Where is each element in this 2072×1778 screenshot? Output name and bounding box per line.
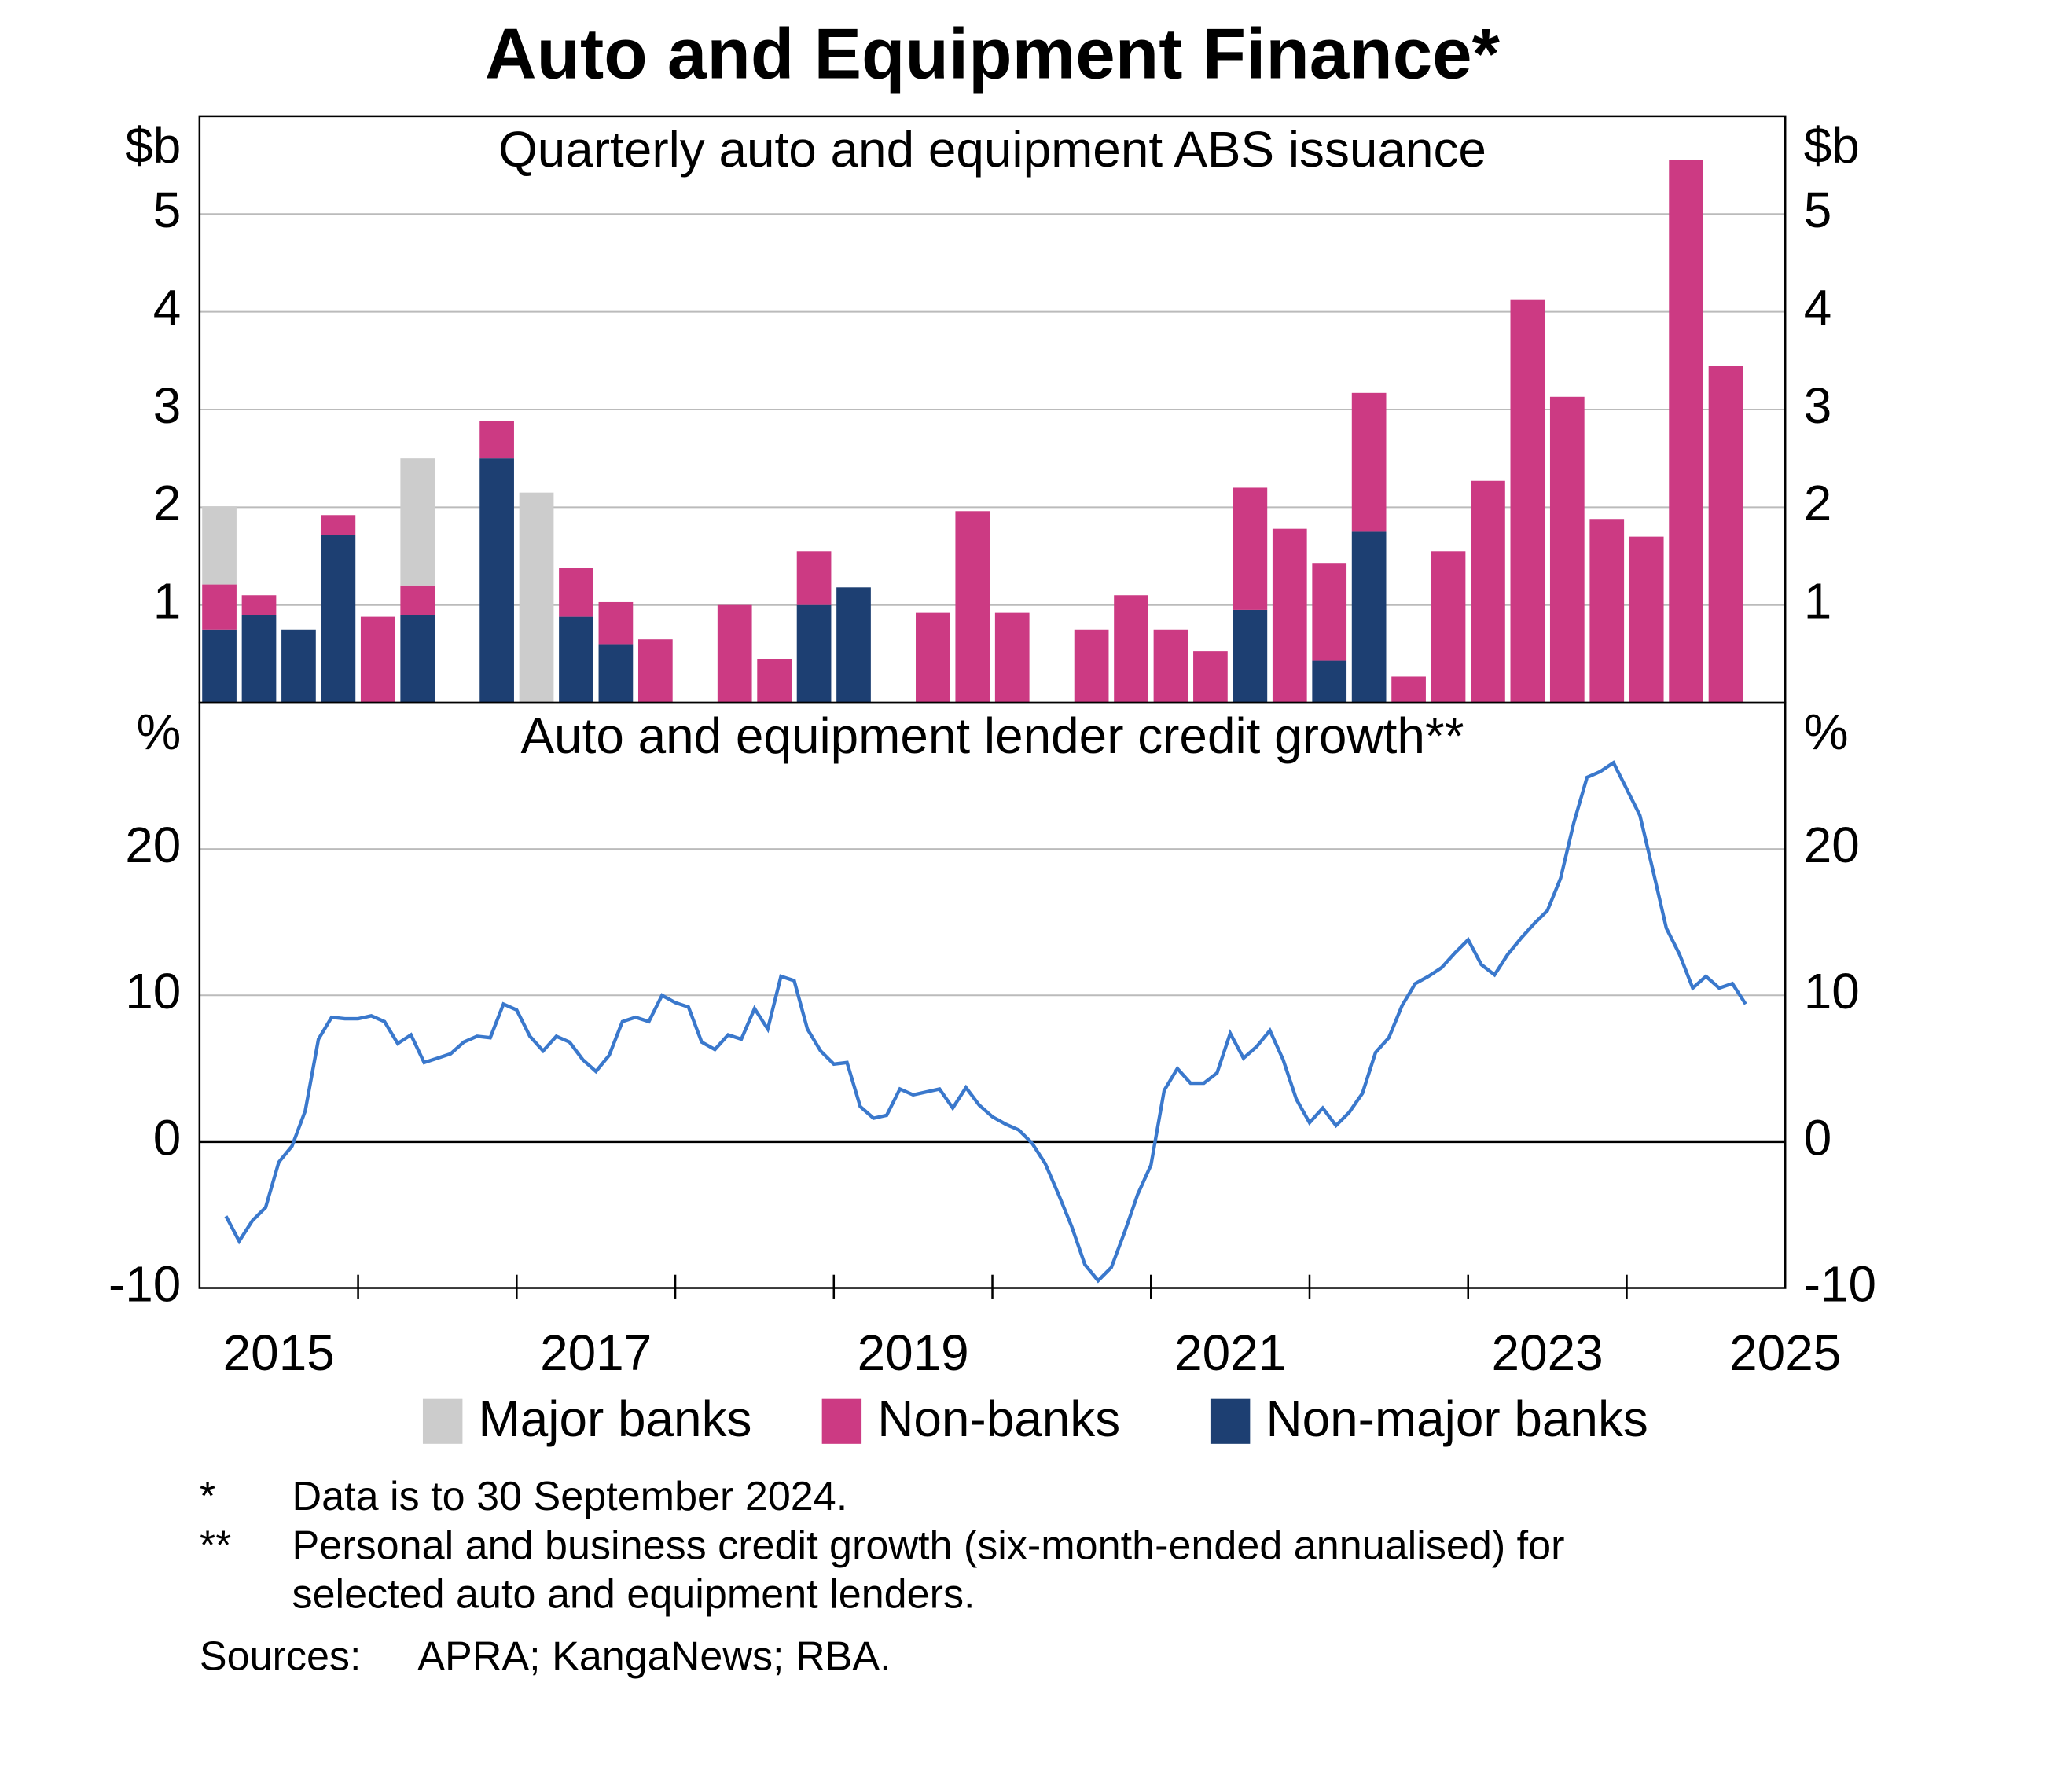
legend-swatch (821, 1398, 862, 1444)
panel-subtitle: Auto and equipment lender credit growth*… (520, 707, 1464, 764)
bar-segment (1391, 676, 1426, 703)
bar-segment (241, 595, 277, 615)
y-tick-label: 2 (153, 475, 182, 531)
bar-segment (241, 615, 277, 703)
panel-subtitle: Quarterly auto and equipment ABS issuanc… (498, 121, 1486, 178)
bar-segment (202, 629, 237, 703)
panel-frame (198, 701, 1787, 1289)
legend-swatch (422, 1398, 463, 1444)
x-tick-label: 2015 (223, 1324, 335, 1381)
bar-segment (559, 616, 593, 703)
bar-segment (479, 458, 514, 703)
bar-segment (559, 568, 593, 617)
bar-segment (1431, 551, 1466, 703)
bar-segment (836, 587, 871, 703)
y2-tick-label: 3 (1804, 377, 1832, 434)
bar-segment (1589, 519, 1625, 703)
y-tick-label: 4 (153, 279, 182, 336)
bar-segment (1669, 160, 1703, 703)
bar-segment (757, 659, 792, 703)
bar-segment (1351, 392, 1387, 532)
y-unit-label: % (137, 703, 182, 760)
bar-segment (1351, 531, 1387, 703)
bar-segment (955, 511, 990, 703)
y-tick-label: -10 (108, 1255, 181, 1312)
note-text: Personal and business credit growth (six… (292, 1523, 1565, 1568)
sources-label: Sources: (200, 1634, 362, 1680)
x-tick-label: 2023 (1492, 1324, 1604, 1381)
y-tick-label: 0 (153, 1109, 182, 1166)
bar-segment (1471, 480, 1505, 703)
bar-segment (637, 639, 673, 703)
bar-segment (1272, 528, 1307, 703)
y2-tick-label: 0 (1804, 1109, 1832, 1166)
note-mark: ** (200, 1523, 232, 1568)
bar-segment (1153, 629, 1188, 703)
bar-segment (519, 492, 554, 703)
x-tick-label: 2019 (858, 1324, 969, 1381)
bar-segment (916, 612, 950, 703)
chart-title: Auto and Equipment Finance* (485, 15, 1501, 94)
bar-segment (400, 615, 435, 703)
bar-segment (598, 644, 634, 703)
y2-tick-label: 4 (1804, 279, 1832, 336)
y-tick-label: 10 (125, 963, 181, 1019)
x-tick-label: 2021 (1174, 1324, 1286, 1381)
y-tick-label: 3 (153, 377, 182, 434)
bar-segment (1510, 299, 1545, 703)
note-text: selected auto and equipment lenders. (292, 1572, 975, 1618)
bar-segment (1312, 660, 1347, 703)
y2-tick-label: 20 (1804, 817, 1860, 873)
bar-segment (1549, 396, 1585, 703)
credit-growth-line (224, 760, 1747, 1284)
bar-segment (360, 616, 395, 703)
sources-text: APRA; KangaNews; RBA. (417, 1634, 891, 1680)
y-tick-label: 5 (153, 182, 182, 238)
y-unit-label: $b (125, 117, 181, 174)
bar-segment (479, 421, 514, 459)
y2-tick-label: -10 (1804, 1255, 1876, 1312)
y2-unit-label: $b (1804, 117, 1860, 174)
note-text: Data is to 30 September 2024. (292, 1474, 848, 1519)
bar-segment (1312, 563, 1347, 661)
y2-tick-label: 10 (1804, 963, 1860, 1019)
y2-unit-label: % (1804, 703, 1849, 760)
bar-segment (717, 604, 752, 703)
bar-segment (598, 601, 634, 645)
y2-tick-label: 2 (1804, 475, 1832, 531)
bar-segment (400, 585, 435, 615)
bar-segment (1233, 487, 1268, 610)
bar-segment (994, 612, 1030, 703)
bar-segment (1193, 651, 1228, 703)
bar-segment (400, 458, 435, 586)
y2-tick-label: 1 (1804, 573, 1832, 630)
x-tick-label: 2017 (540, 1324, 652, 1381)
bar-segment (1708, 366, 1743, 703)
x-tick-label: 2025 (1729, 1324, 1841, 1381)
y-tick-label: 1 (153, 573, 182, 630)
bar-segment (202, 584, 237, 630)
legend-swatch (1210, 1398, 1251, 1444)
y2-tick-label: 5 (1804, 182, 1832, 238)
bar-segment (321, 515, 356, 535)
bar-segment (1114, 595, 1148, 703)
bar-segment (1233, 609, 1268, 703)
bar-segment (1074, 629, 1109, 703)
bar-segment (1629, 536, 1664, 703)
bar-segment (796, 551, 832, 605)
bar-segment (796, 604, 832, 703)
bar-segment (321, 535, 356, 703)
legend-label: Non-major banks (1266, 1390, 1648, 1447)
legend-label: Non-banks (877, 1390, 1120, 1447)
note-mark: * (200, 1474, 215, 1519)
y-tick-label: 20 (125, 817, 181, 873)
bar-segment (202, 506, 237, 585)
legend-label: Major banks (479, 1390, 752, 1447)
bar-segment (281, 629, 316, 703)
